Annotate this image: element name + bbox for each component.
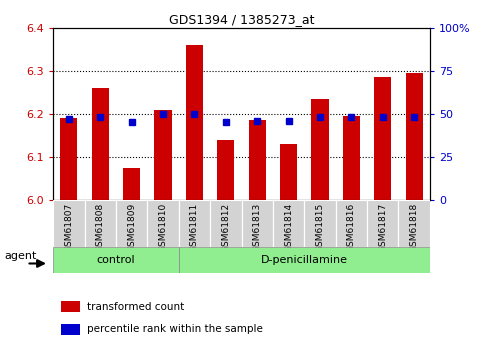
Bar (312, 99, 328, 200)
Bar (116, 200, 147, 247)
Text: GSM61807: GSM61807 (64, 203, 73, 252)
Bar (60, 118, 77, 200)
Bar (155, 110, 171, 200)
Bar (242, 200, 273, 247)
Bar (147, 200, 179, 247)
Bar (249, 120, 266, 200)
Text: GSM61814: GSM61814 (284, 203, 293, 252)
Bar (217, 140, 234, 200)
Text: GSM61810: GSM61810 (158, 203, 168, 252)
Bar (406, 73, 423, 200)
Bar (336, 200, 367, 247)
Bar (179, 200, 210, 247)
Bar (343, 116, 360, 200)
Bar (210, 200, 242, 247)
Bar (367, 200, 398, 247)
Text: transformed count: transformed count (87, 302, 185, 312)
Text: GSM61815: GSM61815 (315, 203, 325, 252)
Bar (92, 88, 109, 200)
Text: GSM61818: GSM61818 (410, 203, 419, 252)
Bar (280, 144, 297, 200)
Bar (398, 200, 430, 247)
Bar (123, 168, 140, 200)
Text: GSM61811: GSM61811 (190, 203, 199, 252)
Bar (374, 77, 391, 200)
Bar (61, 301, 80, 313)
Bar (273, 200, 304, 247)
Text: GSM61813: GSM61813 (253, 203, 262, 252)
Bar (53, 247, 179, 273)
Text: GSM61808: GSM61808 (96, 203, 105, 252)
Bar (53, 200, 85, 247)
Text: GSM61812: GSM61812 (221, 203, 230, 252)
Title: GDS1394 / 1385273_at: GDS1394 / 1385273_at (169, 13, 314, 27)
Text: GSM61817: GSM61817 (378, 203, 387, 252)
Bar (179, 247, 430, 273)
Bar (304, 200, 336, 247)
Text: agent: agent (4, 251, 37, 261)
Bar (186, 45, 203, 200)
Text: D-penicillamine: D-penicillamine (261, 255, 348, 265)
Bar (85, 200, 116, 247)
Text: control: control (97, 255, 135, 265)
Text: GSM61809: GSM61809 (127, 203, 136, 252)
Text: percentile rank within the sample: percentile rank within the sample (87, 324, 263, 334)
Text: GSM61816: GSM61816 (347, 203, 356, 252)
Bar (61, 324, 80, 335)
